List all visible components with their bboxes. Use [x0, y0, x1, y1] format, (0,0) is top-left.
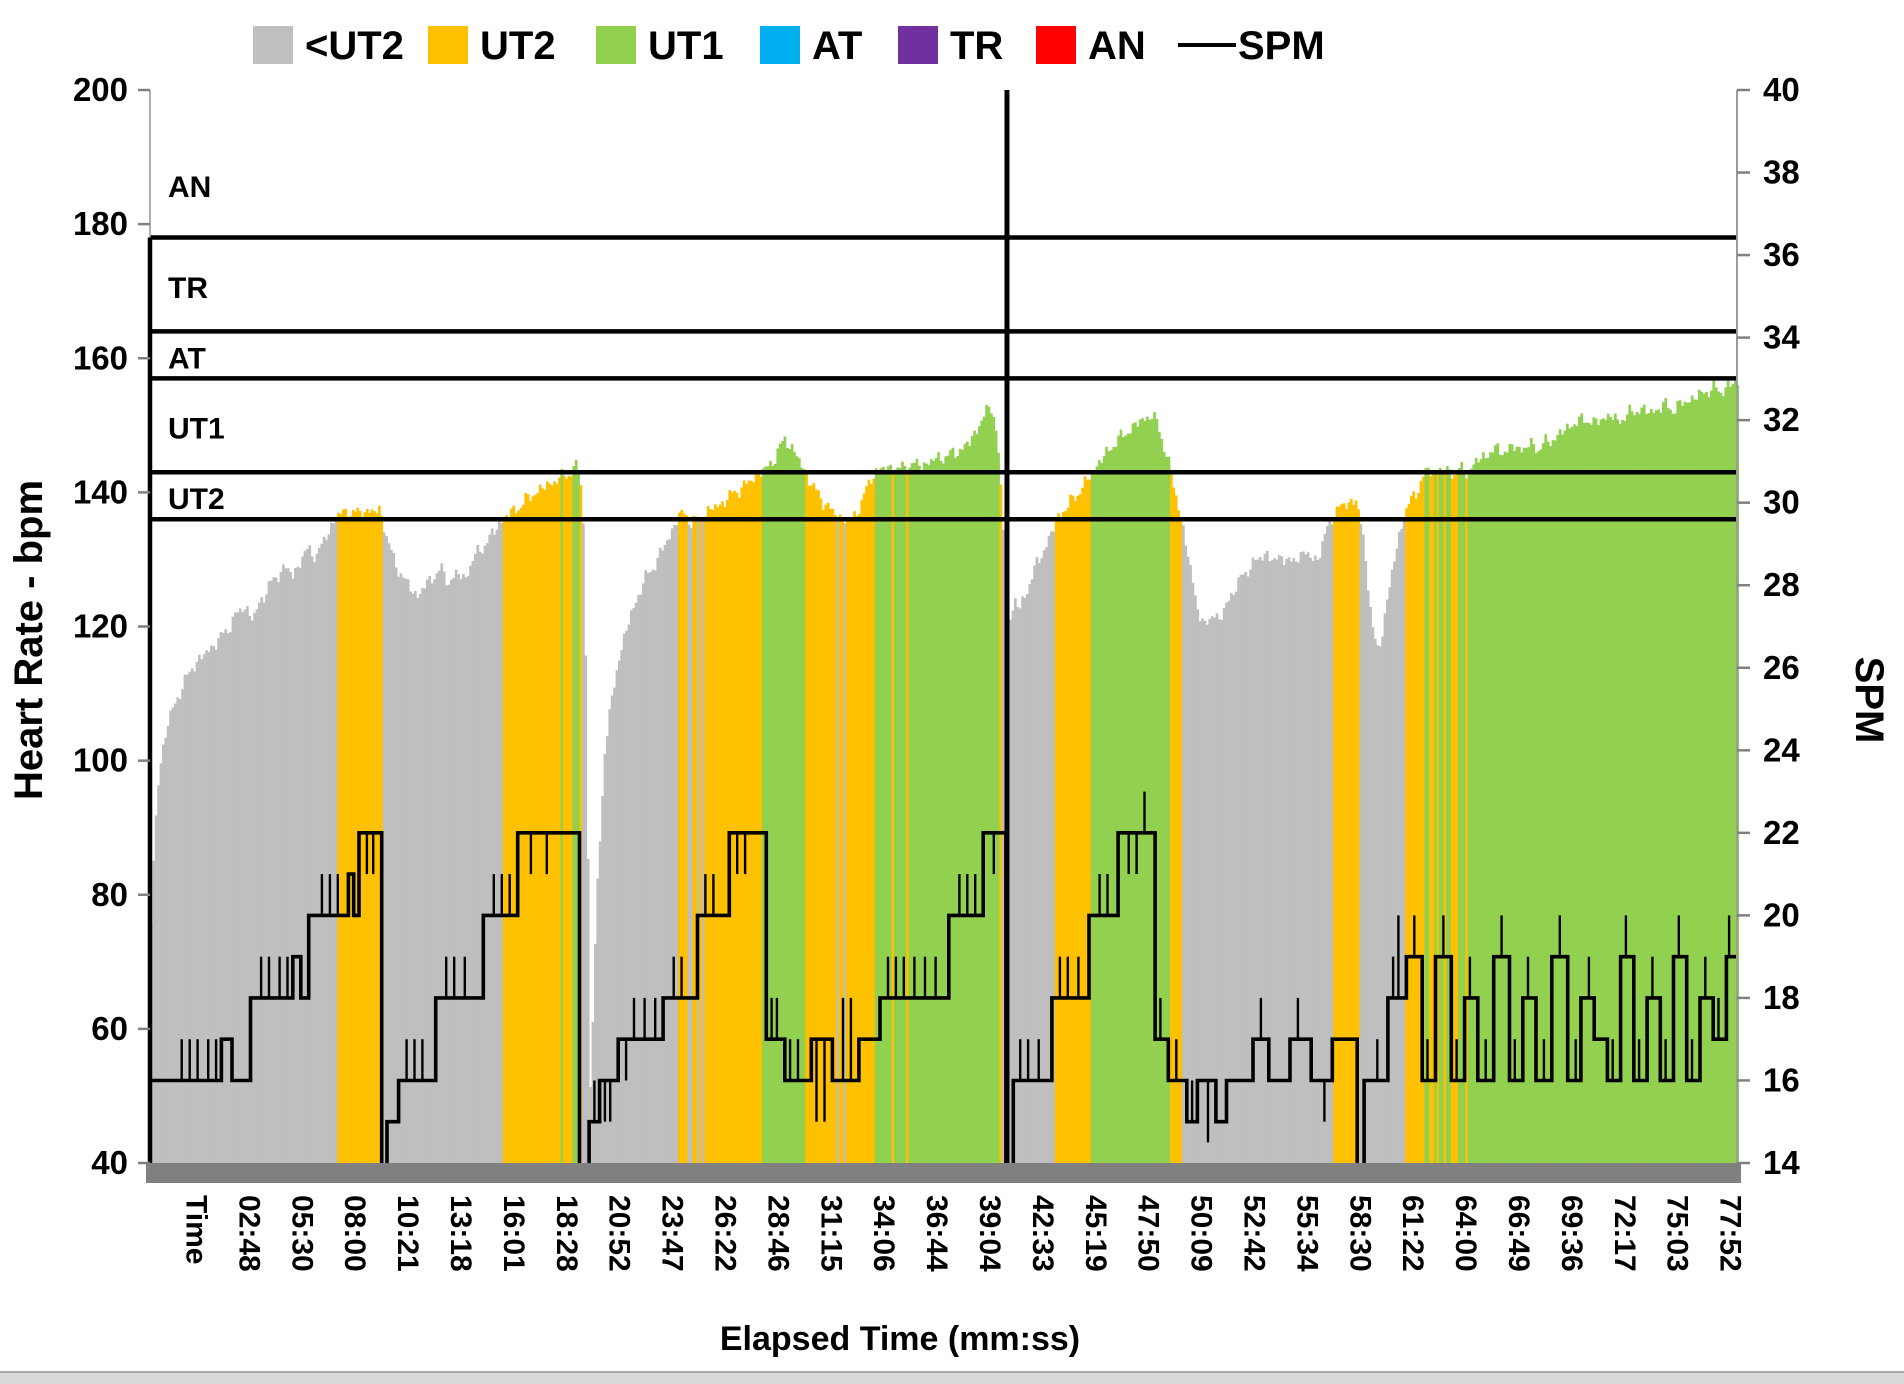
x-axis-tick-label: 08:00 — [338, 1195, 371, 1272]
x-axis-tick-label: 39:04 — [973, 1195, 1006, 1272]
legend-item-at: AT — [760, 24, 862, 68]
right-axis-tick-label: 26 — [1763, 649, 1800, 686]
zone-label-ut2: UT2 — [168, 483, 225, 516]
legend-item-ut2: UT2 — [428, 24, 556, 68]
right-axis-tick-label: 18 — [1763, 979, 1800, 1016]
zone-label-an: AN — [168, 171, 211, 204]
x-axis-tick-label: Time — [179, 1195, 212, 1264]
x-axis-tick-label: 77:52 — [1714, 1195, 1747, 1272]
x-axis-tick-label: 28:46 — [761, 1195, 794, 1272]
x-axis-tick-label: 05:30 — [285, 1195, 318, 1272]
legend-item-ut1: UT1 — [596, 24, 724, 68]
legend-swatch-icon — [1036, 26, 1076, 64]
left-axis-tick-label: 80 — [91, 876, 128, 913]
window-bottom-strip — [0, 1371, 1904, 1384]
x-axis-labels: Time 02:48 05:30 08:00 10:21 13:18 16:01 18:28 2… — [179, 1195, 1746, 1272]
x-axis-tick-label: 55:34 — [1290, 1195, 1323, 1272]
x-axis-title: Elapsed Time (mm:ss) — [720, 1320, 1080, 1358]
x-axis-tick-label: 50:09 — [1185, 1195, 1218, 1272]
hr-zone-area — [150, 380, 1740, 1164]
x-axis-tick-label: 52:42 — [1237, 1195, 1270, 1272]
x-axis-tick-label: 58:30 — [1343, 1195, 1376, 1272]
x-axis-tick-label: 26:22 — [708, 1195, 741, 1272]
x-axis-tick-label: 42:33 — [1026, 1195, 1059, 1272]
right-axis-tick-label: 36 — [1763, 236, 1800, 273]
legend-item-label: UT2 — [480, 24, 556, 68]
x-axis-tick-label: 72:17 — [1608, 1195, 1641, 1272]
legend-swatch-icon — [253, 26, 293, 64]
left-axis-tick-label: 140 — [73, 473, 128, 510]
x-axis-tick-label: 23:47 — [656, 1195, 689, 1272]
right-axis-tick-label: 20 — [1763, 896, 1800, 933]
left-axis-tick-label: 200 — [73, 71, 128, 108]
legend-item-an: AN — [1036, 24, 1146, 68]
x-axis-tick-label: 10:21 — [391, 1195, 424, 1272]
zone-label-ut1: UT1 — [168, 413, 225, 446]
chart-legend: <UT2 UT2 UT1 AT TR AN SPM — [253, 24, 1325, 68]
right-axis-tick-label: 38 — [1763, 154, 1800, 191]
x-axis-tick-label: 45:19 — [1079, 1195, 1112, 1272]
left-axis-ticks: 200 180 160 140 120 100 80 60 40 — [73, 71, 150, 1181]
x-axis-tick-label: 64:00 — [1449, 1195, 1482, 1272]
right-axis-tick-label: 34 — [1763, 319, 1800, 356]
left-axis-tick-label: 100 — [73, 742, 128, 779]
left-axis-tick-label: 180 — [73, 205, 128, 242]
x-axis-tick-label: 31:15 — [814, 1195, 847, 1272]
left-axis-tick-label: 160 — [73, 339, 128, 376]
right-axis-title: SPM — [1847, 657, 1891, 744]
left-axis-tick-label: 120 — [73, 608, 128, 645]
legend-item-tr: TR — [898, 24, 1003, 68]
left-axis-title: Heart Rate - bpm — [7, 480, 51, 800]
x-axis-tick-label: 16:01 — [497, 1195, 530, 1272]
zone-label-at: AT — [168, 342, 206, 375]
legend-item-label: AT — [812, 24, 862, 68]
x-axis-tick-label: 47:50 — [1132, 1195, 1165, 1272]
left-axis-tick-label: 40 — [91, 1144, 128, 1181]
right-axis-tick-label: 32 — [1763, 401, 1800, 438]
x-axis-tick-label: 02:48 — [232, 1195, 265, 1272]
legend-item-label: AN — [1088, 24, 1146, 68]
left-axis-tick-label: 60 — [91, 1010, 128, 1047]
x-axis-tick-label: 69:36 — [1555, 1195, 1588, 1272]
x-axis-band — [146, 1163, 1741, 1183]
x-axis-tick-label: 75:03 — [1661, 1195, 1694, 1272]
right-axis-tick-label: 30 — [1763, 484, 1800, 521]
x-axis-tick-label: 36:44 — [920, 1195, 953, 1272]
legend-item-spm: SPM — [1178, 24, 1325, 68]
legend-swatch-icon — [898, 26, 938, 64]
right-axis-tick-label: 24 — [1763, 731, 1800, 768]
legend-item-label: <UT2 — [305, 24, 404, 68]
right-axis-ticks: 40 38 36 34 32 30 28 26 24 22 20 18 16 14 — [1737, 71, 1800, 1181]
legend-swatch-icon — [596, 26, 636, 64]
right-axis-tick-label: 28 — [1763, 566, 1800, 603]
legend-item-label: SPM — [1238, 24, 1325, 68]
legend-swatch-icon — [760, 26, 800, 64]
x-axis-tick-label: 66:49 — [1502, 1195, 1535, 1272]
x-axis-tick-label: 20:52 — [603, 1195, 636, 1272]
x-axis-tick-label: 34:06 — [867, 1195, 900, 1272]
legend-item-label: TR — [950, 24, 1003, 68]
zone-label-tr: TR — [168, 272, 208, 305]
right-axis-tick-label: 16 — [1763, 1061, 1800, 1098]
legend-item-label: UT1 — [648, 24, 724, 68]
right-axis-tick-label: 22 — [1763, 814, 1800, 851]
x-axis-tick-label: 13:18 — [444, 1195, 477, 1272]
right-axis-tick-label: 14 — [1763, 1144, 1800, 1181]
x-axis-tick-label: 61:22 — [1396, 1195, 1429, 1272]
spm-spike-ticks — [180, 791, 1731, 1143]
spm-line — [150, 831, 1737, 1169]
legend-item-lt-ut2: <UT2 — [253, 24, 404, 68]
x-axis-tick-label: 18:28 — [550, 1195, 583, 1272]
right-axis-tick-label: 40 — [1763, 71, 1800, 108]
legend-swatch-icon — [428, 26, 468, 64]
